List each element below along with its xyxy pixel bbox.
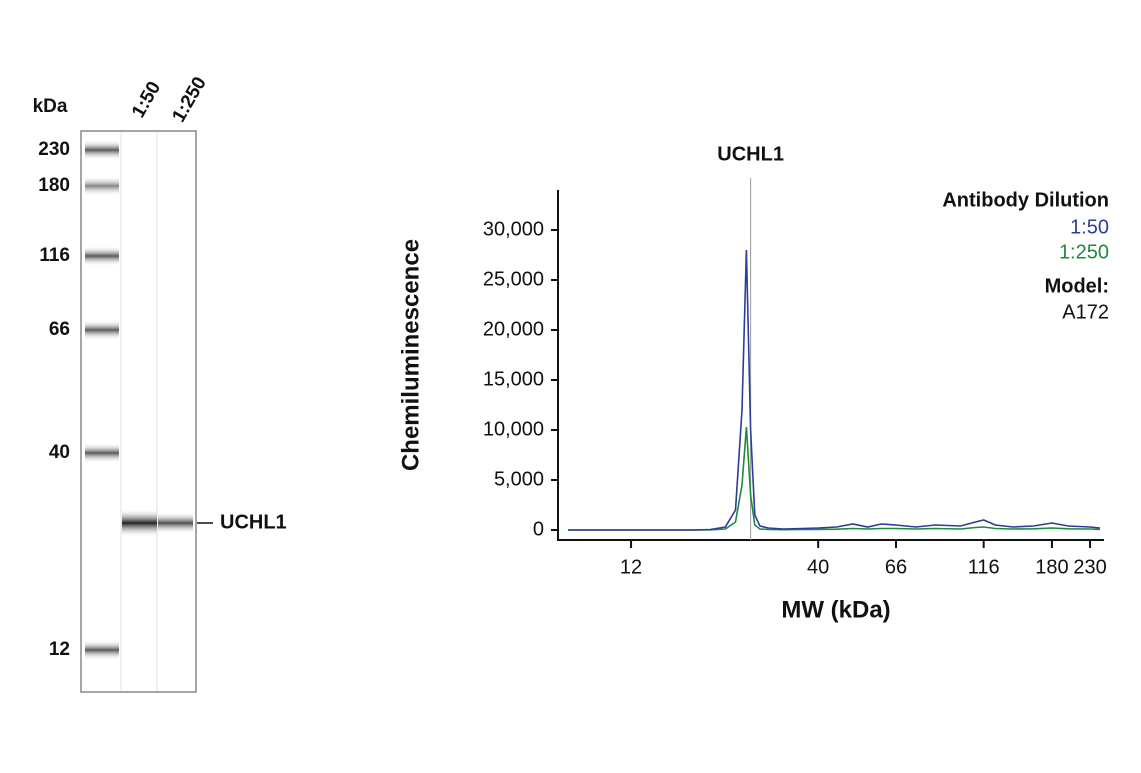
- ladder-band: [85, 320, 119, 340]
- note-title: Model:: [1045, 275, 1109, 297]
- lane-divider: [120, 132, 122, 691]
- x-axis-label: MW (kDa): [781, 596, 890, 623]
- x-tick-label: 230: [1073, 556, 1106, 578]
- lane-label: 1:250: [168, 73, 210, 126]
- ladder-label: 116: [39, 245, 70, 266]
- x-tick-label: 12: [620, 556, 642, 578]
- series-line: [568, 426, 1100, 531]
- legend-entry: 1:250: [1059, 241, 1109, 263]
- ladder-band: [85, 176, 119, 196]
- sample-band: [158, 512, 193, 534]
- ladder-label: 66: [49, 319, 70, 340]
- y-tick-label: 0: [533, 518, 544, 540]
- ladder-band: [85, 640, 119, 660]
- legend-entry: 1:50: [1070, 216, 1109, 238]
- ladder-band: [85, 246, 119, 266]
- peak-label: UCHL1: [717, 143, 784, 165]
- note-text: A172: [1062, 301, 1109, 323]
- y-tick-label: 5,000: [494, 468, 544, 490]
- lane-divider: [156, 132, 158, 691]
- ladder-label: 180: [38, 175, 70, 196]
- ladder-label: 40: [49, 442, 70, 463]
- lane-label: 1:50: [128, 78, 165, 121]
- x-tick-label: 116: [968, 556, 1000, 578]
- sample-band: [122, 509, 157, 537]
- ladder-label: 12: [49, 639, 70, 660]
- gel-unit: kDa: [33, 96, 68, 117]
- y-tick-label: 15,000: [483, 368, 544, 390]
- x-tick-label: 40: [807, 556, 829, 578]
- series-line: [568, 249, 1100, 531]
- y-tick-label: 20,000: [483, 318, 544, 340]
- y-axis-label: Chemiluminescence: [397, 239, 424, 471]
- ladder-label: 230: [38, 139, 70, 160]
- y-tick-label: 25,000: [483, 268, 544, 290]
- y-tick-label: 10,000: [483, 418, 544, 440]
- legend-title: Antibody Dilution: [942, 189, 1109, 211]
- gel-frame: [80, 130, 197, 693]
- ladder-band: [85, 140, 119, 160]
- ladder-band: [85, 443, 119, 463]
- y-tick-label: 30,000: [483, 218, 544, 240]
- band-label: UCHL1: [220, 511, 287, 533]
- x-tick-label: 66: [885, 556, 907, 578]
- x-tick-label: 180: [1035, 556, 1068, 578]
